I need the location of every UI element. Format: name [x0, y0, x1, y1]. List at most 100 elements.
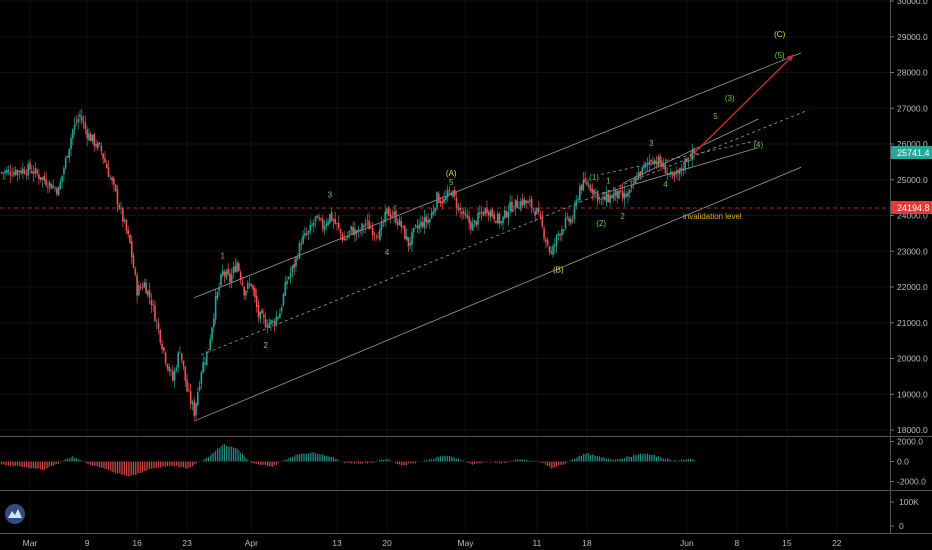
candle-body	[657, 157, 660, 167]
candle-body	[350, 226, 353, 231]
candle-body	[245, 290, 247, 296]
candle-body	[298, 242, 301, 259]
candle-body	[34, 168, 37, 173]
candle-body	[205, 351, 208, 365]
candle-body	[455, 197, 458, 209]
candle-body	[382, 221, 385, 223]
candle-body	[164, 352, 167, 364]
candle-body	[200, 372, 203, 384]
candle-body	[184, 366, 187, 381]
candle-body	[575, 199, 578, 207]
candle-body	[113, 178, 115, 185]
time-tick-label: 13	[332, 538, 342, 548]
candle-body	[443, 198, 445, 203]
candle-body	[9, 171, 12, 176]
candle-body	[391, 215, 394, 217]
candle-body	[377, 237, 379, 239]
candle-body	[147, 290, 149, 296]
candle-body	[48, 181, 51, 187]
candle-body	[678, 168, 681, 175]
candle-body	[223, 271, 226, 276]
candle-body	[389, 214, 392, 218]
candle-body	[39, 177, 42, 180]
candle-body	[73, 124, 76, 130]
candle-body	[14, 169, 17, 175]
candle-body	[163, 347, 165, 352]
candle-body	[57, 187, 60, 196]
candle-body	[170, 370, 172, 371]
candle-body	[682, 168, 685, 170]
projection-arrowhead	[786, 54, 794, 62]
candle-body	[664, 164, 667, 174]
time-tick-label: Apr	[245, 538, 258, 548]
oscillator-tick-label: 0.0	[897, 457, 909, 467]
candle-body	[689, 159, 692, 161]
candle-body	[207, 349, 210, 351]
time-tick-label: 9	[85, 538, 90, 548]
candle-body	[534, 211, 536, 216]
candle-body	[177, 352, 179, 368]
candle-body	[246, 283, 249, 289]
time-tick-label: 8	[734, 538, 739, 548]
candle-body	[641, 167, 644, 176]
candle-body	[684, 158, 686, 171]
logo-icon[interactable]	[5, 504, 25, 524]
candle-body	[545, 239, 547, 242]
candle-body	[570, 219, 572, 224]
candle-body	[504, 210, 506, 219]
wave-label: 4	[385, 248, 390, 257]
candle-body	[214, 296, 217, 320]
candle-body	[505, 211, 508, 217]
candle-body	[157, 322, 160, 329]
candle-body	[475, 221, 478, 226]
candle-body	[295, 257, 297, 267]
candle-body	[289, 272, 292, 278]
candle-body	[32, 171, 35, 175]
candle-body	[387, 206, 390, 216]
candle-body	[109, 177, 112, 179]
time-tick-label: 22	[832, 538, 842, 548]
channel-line	[622, 118, 759, 184]
candle-body	[655, 161, 658, 165]
candle-body	[136, 275, 138, 296]
candle-body	[7, 169, 10, 172]
candle-body	[323, 226, 326, 231]
candle-body	[434, 208, 436, 212]
price-scale[interactable]: 30000.0 29000.0 28000.0 27000.0 26000.0 25000…	[890, 0, 928, 531]
candle-body	[589, 186, 592, 191]
candle-body	[91, 134, 94, 142]
candle-body	[0, 172, 3, 174]
candle-body	[496, 213, 499, 223]
candle-body	[628, 189, 631, 194]
candle-body	[357, 229, 360, 232]
candle-body	[229, 273, 231, 282]
candle-body	[296, 257, 299, 259]
candle-body	[204, 362, 206, 365]
candle-body	[125, 219, 128, 231]
candle-body	[637, 172, 640, 179]
candle-body	[293, 263, 295, 269]
candle-body	[343, 238, 345, 241]
time-scale[interactable]: Mar 9 16 23 Apr 13 20 May 11 18 Jun 8 15 22	[0, 533, 932, 549]
candle-body	[409, 243, 412, 246]
grid	[0, 0, 890, 533]
candle-body	[318, 217, 320, 220]
candle-body	[68, 148, 71, 159]
candle-body	[402, 225, 404, 227]
volume-tick-label: 100K	[899, 497, 919, 507]
candle-body	[239, 272, 242, 281]
candle-body	[130, 241, 133, 258]
candle-body	[412, 227, 415, 232]
candle-body	[43, 175, 46, 181]
channel-line	[201, 109, 809, 356]
wave-label: (1)	[589, 173, 599, 182]
wave-label: (3)	[725, 94, 735, 103]
candle-body	[471, 223, 474, 231]
candle-body	[518, 208, 520, 210]
candle-body	[345, 238, 347, 241]
candle-body	[25, 174, 28, 176]
candle-body	[93, 134, 96, 146]
candle-body	[75, 122, 78, 124]
candle-body	[186, 379, 188, 392]
